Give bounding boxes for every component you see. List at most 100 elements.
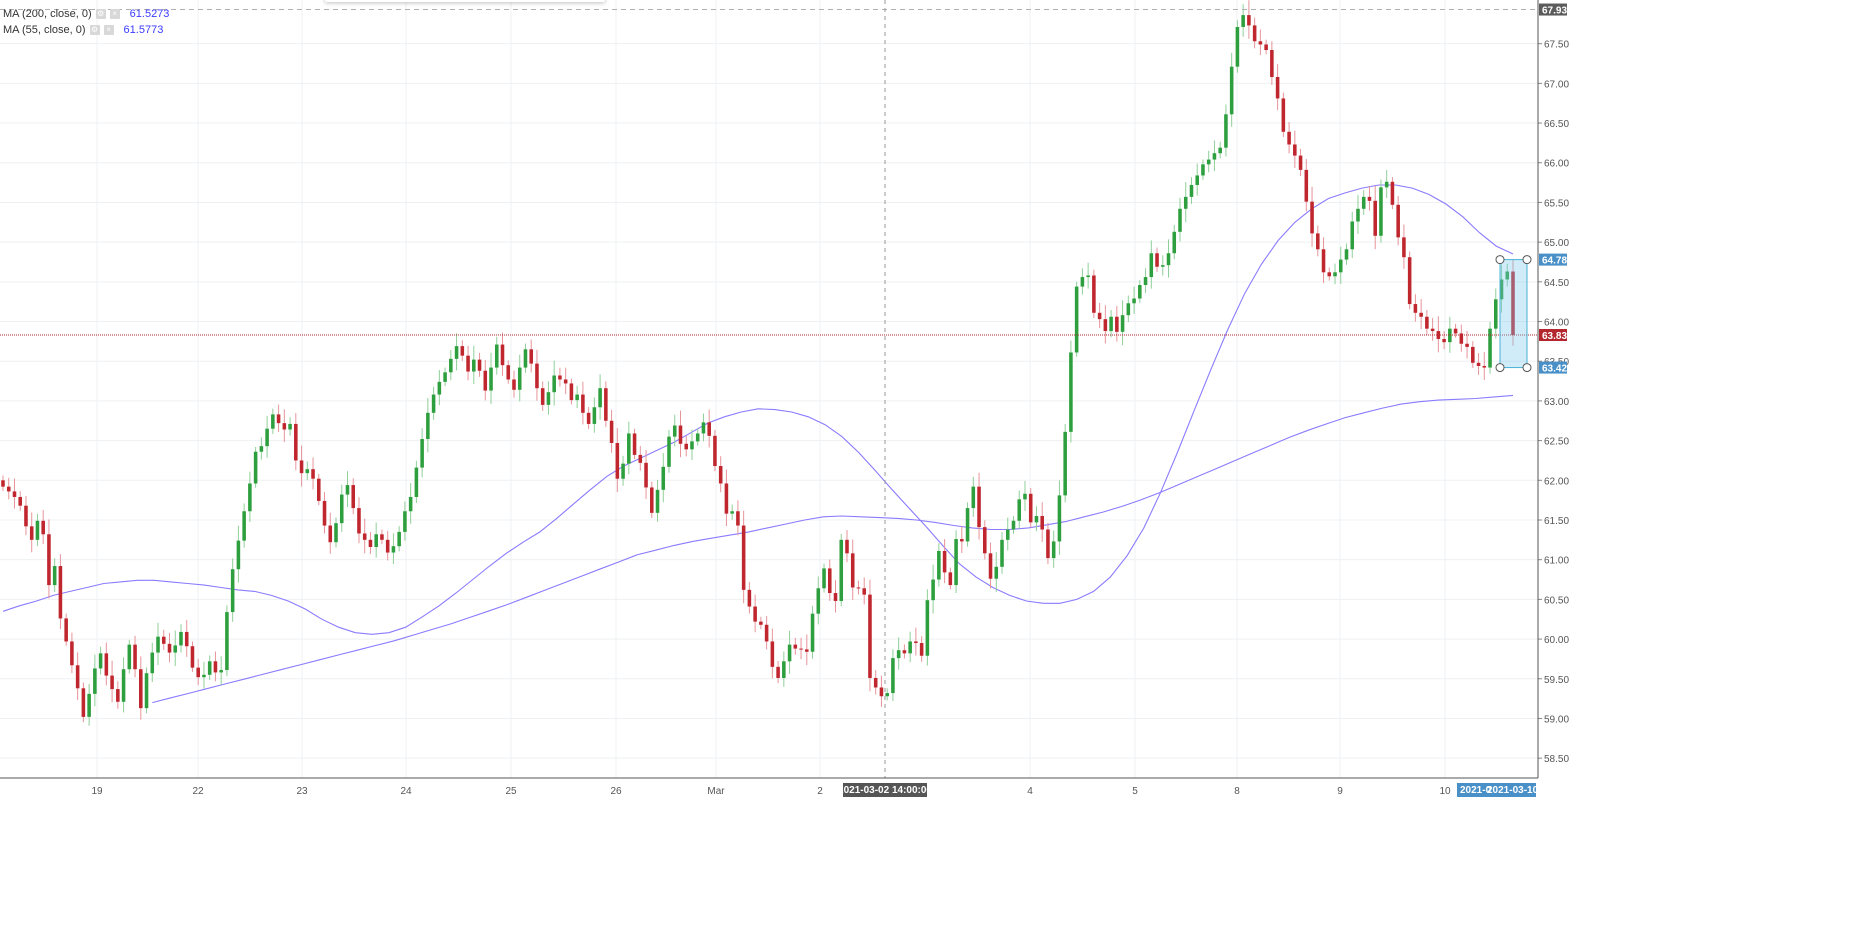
y-tick-label: 61.00 xyxy=(1544,556,1569,567)
candle xyxy=(1413,294,1418,322)
candle xyxy=(443,367,447,387)
candle xyxy=(960,526,964,553)
candle xyxy=(730,504,734,520)
candle xyxy=(661,452,666,503)
high-price-tag: 67.93 xyxy=(1539,3,1567,17)
candle xyxy=(632,428,637,460)
svg-text:2021-03-10 1: 2021-03-10 1 xyxy=(1487,785,1547,796)
candle xyxy=(1178,197,1182,242)
candle xyxy=(552,360,556,406)
candle xyxy=(259,437,264,460)
candle xyxy=(489,352,493,404)
candle xyxy=(110,660,114,703)
candle xyxy=(1143,268,1148,293)
candle xyxy=(575,385,579,409)
candle xyxy=(1384,169,1389,199)
candle xyxy=(1327,267,1332,281)
candle xyxy=(563,367,568,395)
x-tick-label: 26 xyxy=(610,786,622,797)
candle xyxy=(288,417,292,436)
candle xyxy=(472,345,476,385)
close-icon[interactable]: × xyxy=(103,25,114,35)
candle xyxy=(1,475,5,491)
candle xyxy=(787,630,792,674)
range-selection[interactable] xyxy=(1499,259,1528,369)
x-tick-label: 2 xyxy=(817,786,823,797)
candle xyxy=(529,339,533,373)
candle xyxy=(1402,224,1406,269)
candle xyxy=(1166,239,1171,278)
y-tick-label: 59.00 xyxy=(1544,714,1569,725)
candle xyxy=(1005,517,1010,551)
x-tick-label: 22 xyxy=(192,786,204,797)
candle xyxy=(1218,141,1222,159)
candle xyxy=(586,407,591,430)
candle xyxy=(805,634,809,666)
candle xyxy=(1361,190,1366,215)
candle xyxy=(1258,29,1263,56)
x-tick-label: 8 xyxy=(1234,786,1240,797)
price-axis[interactable]: 58.50 59.00 59.50 60.00 60.50 61.00 61.50 62.00… xyxy=(1537,0,1569,778)
candle xyxy=(1499,264,1504,313)
candle xyxy=(827,559,832,601)
settings-icon[interactable]: ⚙ xyxy=(89,25,100,35)
candle xyxy=(414,460,419,504)
range-handle[interactable] xyxy=(1495,255,1505,265)
candle xyxy=(483,359,488,401)
candle xyxy=(1344,243,1349,265)
range-handle[interactable] xyxy=(1522,255,1532,265)
candle xyxy=(1224,104,1228,157)
candle xyxy=(265,415,269,458)
candle xyxy=(1310,186,1314,247)
candle xyxy=(213,651,218,682)
candle xyxy=(1183,182,1188,223)
candle xyxy=(581,381,585,425)
candle xyxy=(196,658,200,686)
candle xyxy=(460,340,465,361)
candle xyxy=(403,501,407,541)
candle xyxy=(1172,225,1177,260)
candle xyxy=(1298,148,1303,176)
candle xyxy=(1471,341,1475,368)
candle xyxy=(316,473,321,506)
candle xyxy=(133,635,137,678)
candle xyxy=(1488,321,1492,374)
candle xyxy=(236,525,241,583)
settings-icon[interactable]: ⚙ xyxy=(95,9,106,19)
range-handle[interactable] xyxy=(1522,363,1532,373)
candle xyxy=(1212,140,1217,172)
candle xyxy=(190,641,195,672)
candle xyxy=(833,580,838,613)
candle xyxy=(644,449,648,500)
candle xyxy=(18,491,23,511)
candle xyxy=(357,497,361,544)
candle xyxy=(362,518,367,554)
candle xyxy=(144,667,149,714)
range-handle[interactable] xyxy=(1495,363,1505,373)
candle xyxy=(167,633,172,663)
y-tick-label: 60.50 xyxy=(1544,595,1569,606)
legend-label: MA (200, close, 0) xyxy=(3,8,92,20)
candle xyxy=(1120,300,1125,346)
candle xyxy=(919,636,924,662)
candle xyxy=(799,637,803,660)
candle xyxy=(299,445,304,487)
candle xyxy=(408,483,413,524)
legend-ma55[interactable]: MA (55, close, 0) ⚙ × 61.5773 xyxy=(3,24,163,36)
candle xyxy=(908,631,912,663)
candle xyxy=(965,502,970,547)
legend-ma200[interactable]: MA (200, close, 0) ⚙ × 61.5273 xyxy=(3,8,169,20)
candle xyxy=(1109,309,1113,338)
ma55-line xyxy=(2,184,1514,635)
candle xyxy=(517,354,522,402)
candle xyxy=(1338,246,1343,284)
candle xyxy=(1493,288,1498,339)
candle xyxy=(914,627,918,656)
candle xyxy=(1023,480,1027,511)
candle xyxy=(1034,506,1039,532)
candle xyxy=(856,580,861,595)
close-icon[interactable]: × xyxy=(109,9,120,19)
